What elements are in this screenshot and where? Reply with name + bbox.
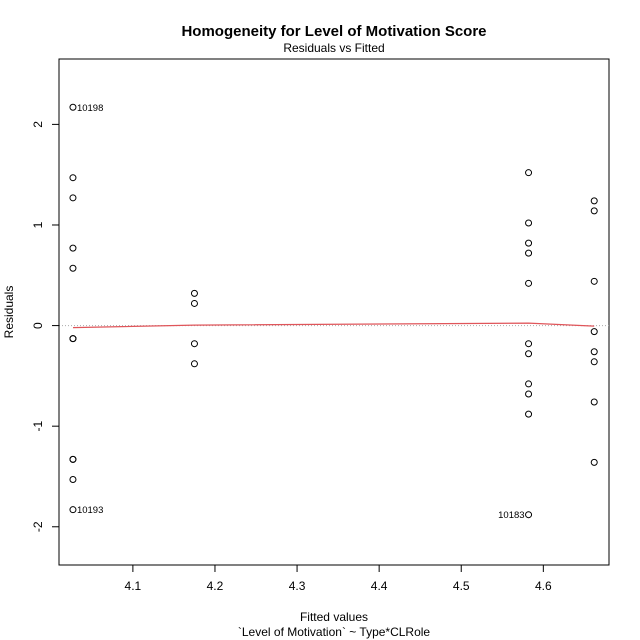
data-point	[69, 475, 77, 483]
point-labels: 10198 10193 10183	[77, 103, 525, 521]
y-tick-label: 2	[31, 121, 45, 128]
chart-title: Homogeneity for Level of Motivation Scor…	[181, 23, 486, 40]
data-point	[190, 299, 198, 307]
data-point	[525, 340, 533, 348]
data-point	[525, 219, 533, 227]
data-point	[69, 455, 77, 463]
x-tick-label: 4.4	[371, 579, 388, 593]
data-point	[590, 328, 598, 336]
data-point	[190, 340, 198, 348]
x-tick-label: 4.5	[453, 579, 470, 593]
data-point	[590, 348, 598, 356]
data-point	[69, 264, 77, 272]
data-point	[525, 390, 533, 398]
data-point	[190, 289, 198, 297]
y-tick-label: 1	[31, 221, 45, 228]
data-point	[69, 335, 77, 343]
x-tick-label: 4.3	[289, 579, 306, 593]
data-point	[525, 169, 533, 177]
data-point	[590, 277, 598, 285]
data-point	[525, 410, 533, 418]
point-label: 10198	[77, 103, 103, 114]
data-points	[69, 103, 598, 519]
data-point	[590, 358, 598, 366]
x-tick-label: 4.6	[535, 579, 552, 593]
y-tick-label: -2	[31, 521, 45, 532]
data-point	[525, 239, 533, 247]
data-point	[525, 380, 533, 388]
data-point	[590, 207, 598, 215]
data-point	[525, 279, 533, 287]
data-point	[525, 350, 533, 358]
data-point	[590, 458, 598, 466]
data-point	[69, 103, 77, 111]
data-point	[69, 506, 77, 514]
data-point	[190, 360, 198, 368]
data-point	[525, 511, 533, 519]
data-point	[69, 174, 77, 182]
plot-frame	[58, 58, 610, 566]
data-point	[525, 249, 533, 257]
smooth-fit-line	[72, 322, 595, 329]
chart-subtitle: Residuals vs Fitted	[283, 41, 384, 55]
data-point	[590, 398, 598, 406]
y-tick-label: 0	[31, 322, 45, 329]
x-axis: 4.1 4.2 4.3 4.4 4.5 4.6	[125, 564, 552, 593]
x-tick-label: 4.2	[207, 579, 224, 593]
point-label: 10183	[498, 510, 524, 521]
y-axis: -2 -1 0 1 2	[31, 121, 60, 532]
x-tick-label: 4.1	[125, 579, 142, 593]
x-axis-label: Fitted values	[300, 610, 368, 624]
point-label: 10193	[77, 505, 103, 516]
y-axis-label: Residuals	[2, 286, 16, 339]
data-point	[69, 244, 77, 252]
y-tick-label: -1	[31, 421, 45, 432]
data-point	[69, 194, 77, 202]
x-axis-sublabel: `Level of Motivation` ~ Type*CLRole	[238, 625, 431, 639]
data-point	[590, 197, 598, 205]
